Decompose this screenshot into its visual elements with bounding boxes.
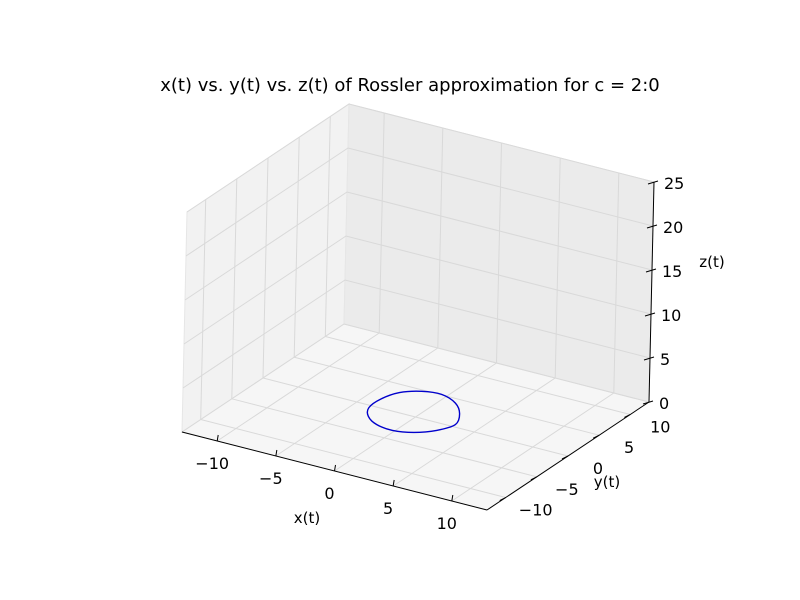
z-tick-label-4: 20 bbox=[663, 218, 683, 237]
x-tick-4 bbox=[451, 494, 454, 502]
z-gridline-4 bbox=[185, 147, 654, 257]
series-group bbox=[366, 390, 461, 434]
x-axis-label: x(t) bbox=[294, 509, 320, 527]
x-tick-0 bbox=[216, 434, 219, 442]
x-tick-1 bbox=[275, 449, 278, 457]
y-tick-1 bbox=[530, 476, 538, 481]
z-tick-1 bbox=[643, 356, 655, 361]
y-tick-label-1: −5 bbox=[555, 480, 579, 499]
z-tick-5 bbox=[647, 180, 659, 185]
z-gridline-1 bbox=[182, 279, 651, 389]
y-axis-label: y(t) bbox=[594, 473, 620, 491]
z-axis-line bbox=[648, 181, 655, 403]
z-gridline-2 bbox=[183, 235, 652, 345]
x-tick-3 bbox=[392, 479, 395, 487]
gridlines bbox=[181, 103, 655, 502]
z-tick-label-2: 10 bbox=[661, 306, 681, 325]
y-tick-3 bbox=[592, 434, 600, 439]
series-line-0 bbox=[366, 390, 461, 434]
z-tick-label-0: 0 bbox=[659, 394, 669, 413]
z-tick-label-3: 15 bbox=[662, 262, 682, 281]
chart-title: x(t) vs. y(t) vs. z(t) of Rossler approx… bbox=[160, 75, 660, 96]
z-tick-3 bbox=[645, 268, 657, 273]
z-gridline-0 bbox=[181, 323, 650, 433]
z-tick-0 bbox=[642, 400, 654, 405]
z-tick-4 bbox=[646, 224, 658, 229]
y-tick-2 bbox=[561, 455, 569, 460]
z-gridline-5 bbox=[186, 103, 655, 213]
z-tick-2 bbox=[644, 312, 656, 317]
axis-panes bbox=[180, 103, 655, 511]
z-gridline-3 bbox=[184, 191, 653, 301]
z-axis-label: z(t) bbox=[699, 253, 724, 271]
y-tick-0 bbox=[499, 497, 506, 501]
y-tick-label-4: 10 bbox=[650, 417, 670, 436]
x-tick-2 bbox=[334, 464, 336, 472]
x-tick-label-0: −10 bbox=[195, 454, 229, 473]
y-tick-label-0: −10 bbox=[519, 501, 553, 520]
y-tick-label-3: 5 bbox=[624, 438, 634, 457]
x-tick-label-2: 0 bbox=[324, 484, 334, 503]
y-tick-4 bbox=[624, 414, 631, 418]
x-tick-label-1: −5 bbox=[259, 469, 283, 488]
z-tick-label-5: 25 bbox=[664, 174, 684, 193]
z-tick-label-1: 5 bbox=[660, 350, 670, 369]
x-tick-label-3: 5 bbox=[383, 499, 393, 518]
y-tick-label-2: 0 bbox=[593, 459, 603, 478]
x-tick-label-4: 10 bbox=[437, 514, 457, 533]
